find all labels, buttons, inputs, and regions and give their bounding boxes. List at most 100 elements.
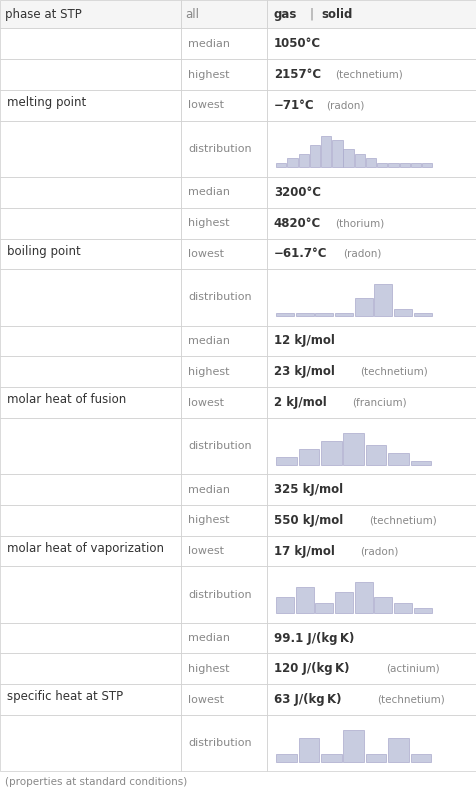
Bar xyxy=(267,208,476,238)
Bar xyxy=(335,313,353,316)
Bar xyxy=(355,299,373,316)
Bar xyxy=(267,177,476,208)
Text: 120 J/(kg K): 120 J/(kg K) xyxy=(274,662,349,676)
Bar xyxy=(374,284,392,316)
Bar xyxy=(181,474,267,505)
Text: all: all xyxy=(186,8,199,21)
Bar xyxy=(321,754,342,762)
Bar xyxy=(0,59,181,90)
Bar xyxy=(321,441,342,465)
Text: 4820°C: 4820°C xyxy=(274,217,321,230)
Text: 12 kJ/mol: 12 kJ/mol xyxy=(274,334,335,348)
Bar xyxy=(422,163,432,167)
Bar xyxy=(335,592,353,613)
Bar xyxy=(181,418,267,474)
Bar xyxy=(315,603,333,613)
Bar xyxy=(0,326,181,356)
Bar xyxy=(0,505,181,535)
Bar xyxy=(181,684,267,715)
Text: 550 kJ/mol: 550 kJ/mol xyxy=(274,514,343,527)
Bar xyxy=(0,0,181,29)
Bar xyxy=(181,269,267,326)
Text: median: median xyxy=(188,188,230,197)
Text: median: median xyxy=(188,633,230,643)
Text: 17 kJ/mol: 17 kJ/mol xyxy=(274,545,335,558)
Bar xyxy=(181,356,267,387)
Text: (radon): (radon) xyxy=(360,546,399,556)
Text: lowest: lowest xyxy=(188,546,224,556)
Bar xyxy=(377,163,387,167)
Bar xyxy=(181,59,267,90)
Text: highest: highest xyxy=(188,516,229,525)
Text: median: median xyxy=(188,336,230,346)
Text: highest: highest xyxy=(188,218,229,228)
Bar xyxy=(267,505,476,535)
Bar xyxy=(414,608,432,613)
Text: (radon): (radon) xyxy=(343,249,382,259)
Bar xyxy=(0,623,181,653)
Bar xyxy=(276,597,294,613)
Bar xyxy=(388,738,409,762)
Bar xyxy=(181,387,267,418)
Bar xyxy=(181,120,267,177)
Bar xyxy=(181,90,267,120)
Bar xyxy=(0,120,181,177)
Bar xyxy=(267,29,476,59)
Bar xyxy=(411,163,421,167)
Text: lowest: lowest xyxy=(188,695,224,705)
Bar xyxy=(414,313,432,316)
Bar xyxy=(267,120,476,177)
Bar xyxy=(0,715,181,771)
Text: 2 kJ/mol: 2 kJ/mol xyxy=(274,396,327,409)
Text: distribution: distribution xyxy=(188,292,252,303)
Bar xyxy=(267,0,476,29)
Bar xyxy=(321,136,331,167)
Text: lowest: lowest xyxy=(188,249,224,259)
Text: −71°C: −71°C xyxy=(274,99,314,112)
Bar xyxy=(276,457,297,465)
Text: 325 kJ/mol: 325 kJ/mol xyxy=(274,483,343,496)
Text: boiling point: boiling point xyxy=(7,245,81,257)
Bar xyxy=(343,433,364,465)
Text: (radon): (radon) xyxy=(326,101,365,110)
Bar xyxy=(267,566,476,623)
Text: distribution: distribution xyxy=(188,589,252,600)
Bar xyxy=(374,597,392,613)
Bar xyxy=(0,474,181,505)
Text: specific heat at STP: specific heat at STP xyxy=(7,691,123,703)
Bar xyxy=(267,59,476,90)
Bar xyxy=(267,356,476,387)
Text: lowest: lowest xyxy=(188,398,224,408)
Bar xyxy=(181,623,267,653)
Bar xyxy=(267,326,476,356)
Text: (actinium): (actinium) xyxy=(386,664,440,674)
Bar xyxy=(296,313,314,316)
Bar xyxy=(0,208,181,238)
Bar xyxy=(411,461,431,465)
Bar xyxy=(276,754,297,762)
Bar xyxy=(394,309,412,316)
Bar xyxy=(298,154,309,167)
Bar xyxy=(267,387,476,418)
Bar xyxy=(388,453,409,465)
Bar xyxy=(0,356,181,387)
Bar xyxy=(0,238,181,269)
Bar xyxy=(343,730,364,762)
Bar xyxy=(267,715,476,771)
Text: 23 kJ/mol: 23 kJ/mol xyxy=(274,365,335,379)
Text: 2157°C: 2157°C xyxy=(274,68,321,81)
Text: |: | xyxy=(309,8,313,21)
Bar xyxy=(0,177,181,208)
Bar xyxy=(366,754,387,762)
Text: molar heat of fusion: molar heat of fusion xyxy=(7,394,127,406)
Bar xyxy=(267,535,476,566)
Bar xyxy=(0,29,181,59)
Bar xyxy=(181,208,267,238)
Bar xyxy=(181,326,267,356)
Text: phase at STP: phase at STP xyxy=(5,8,81,21)
Text: molar heat of vaporization: molar heat of vaporization xyxy=(7,542,164,555)
Text: solid: solid xyxy=(321,8,353,21)
Bar xyxy=(267,684,476,715)
Bar xyxy=(0,684,181,715)
Text: lowest: lowest xyxy=(188,101,224,110)
